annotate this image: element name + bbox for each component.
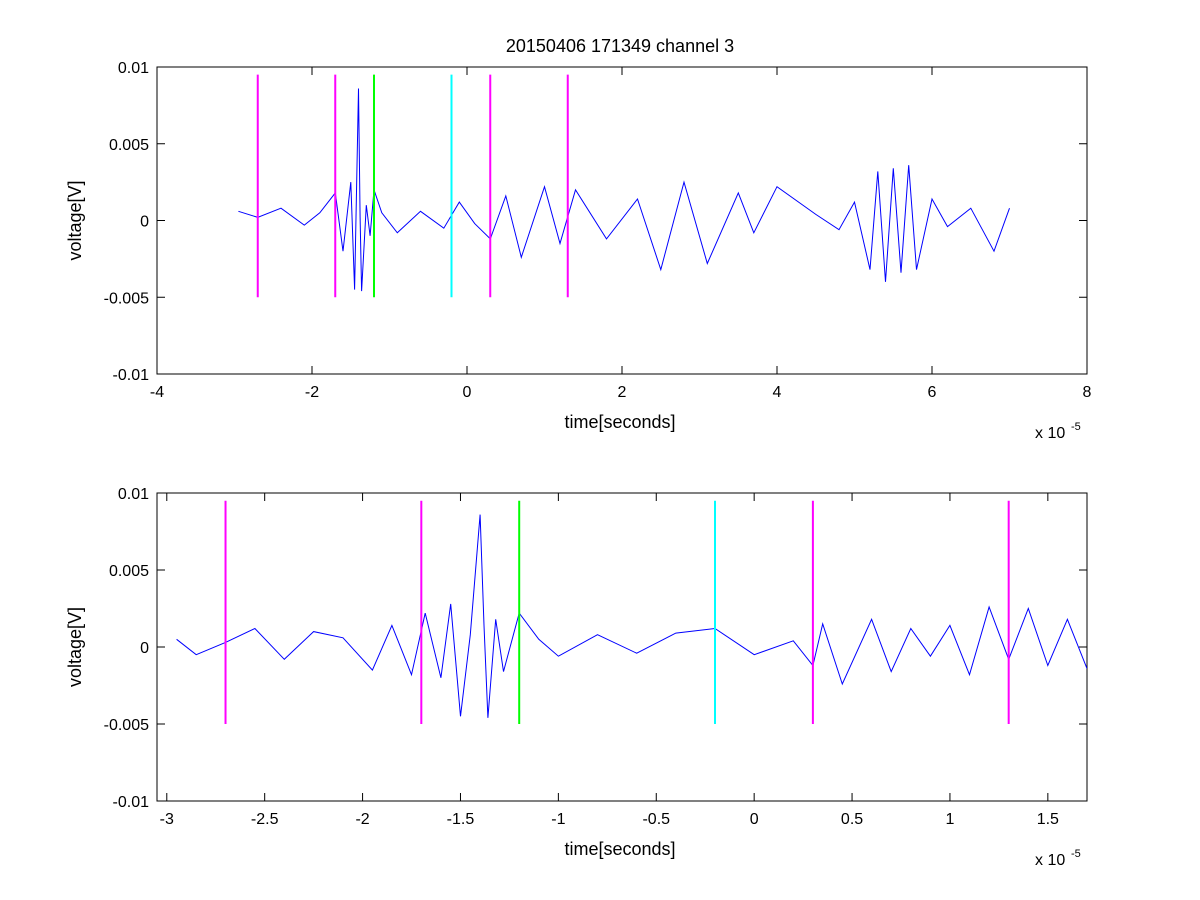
x-tick-label: 0 [463,384,472,401]
x-tick-label: 4 [773,384,782,401]
plot-area [176,500,1087,724]
x-tick-label: -1 [551,811,565,828]
y-axis-label: voltage[V] [65,180,85,260]
x-tick-label: 8 [1083,384,1092,401]
y-tick-label: -0.005 [104,290,149,307]
y-tick-label: -0.01 [113,794,150,811]
signal-trace [176,514,1087,718]
x-tick-label: -2 [355,811,369,828]
x-tick-label: -3 [160,811,174,828]
plot-area [238,74,1010,298]
x-tick-label: -2 [305,384,319,401]
y-tick-label: -0.005 [104,717,149,734]
top-panel: -4 -2 0 2 4 6 8 -0.01 -0.005 0 0.005 0.01 time[secon… [65,60,1092,442]
y-tick-label: 0.01 [118,486,149,503]
x-tick-label: 2 [618,384,627,401]
signal-trace [238,88,1010,292]
x-tick-label: -4 [150,384,164,401]
x-exponent-label: x 10 [1035,425,1065,442]
y-axis-label: voltage[V] [65,607,85,687]
x-tick-label: -0.5 [642,811,670,828]
figure-title: 20150406 171349 channel 3 [506,36,734,56]
y-tick-label: 0 [140,214,149,231]
x-exponent-power: -5 [1071,421,1081,433]
x-tick-label: -2.5 [251,811,279,828]
bottom-panel: -3 -2.5 -2 -1.5 -1 -0.5 0 0.5 1 1.5 -0.01 -0.005 0 0.… [65,486,1088,869]
x-exponent-power: -5 [1071,848,1081,860]
x-axis-label: time[seconds] [564,839,675,859]
y-tick-label: 0.005 [109,137,149,154]
x-axis-label: time[seconds] [564,412,675,432]
y-tick-label: 0.005 [109,563,149,580]
x-tick-label: 1 [945,811,954,828]
x-tick-label: -1.5 [447,811,475,828]
x-tick-label: 0 [750,811,759,828]
y-tick-label: 0.01 [118,60,149,77]
x-tick-label: 0.5 [841,811,863,828]
x-tick-label: 6 [928,384,937,401]
x-exponent-label: x 10 [1035,852,1065,869]
x-tick-label: 1.5 [1037,811,1059,828]
y-tick-label: 0 [140,640,149,657]
y-tick-label: -0.01 [113,367,150,384]
